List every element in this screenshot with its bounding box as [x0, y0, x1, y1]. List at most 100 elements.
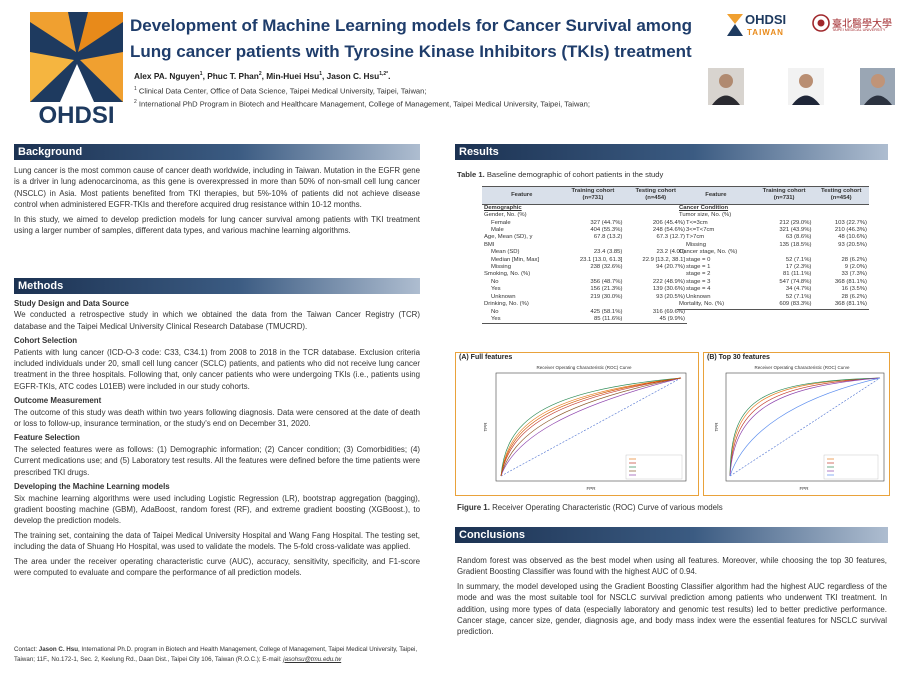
table-cell: Mortality, No. (%) — [677, 301, 755, 310]
header-line: Feature — [511, 191, 533, 198]
ohdsi-taiwan-logo: OHDSI TAIWAN — [727, 12, 797, 42]
table-cell: stage = 0 — [686, 256, 711, 263]
table-head: Feature Training cohort (n=731) Testing coh… — [677, 186, 869, 205]
subheading: Feature Selection — [14, 433, 80, 443]
table-cell: 52 (7.1%) — [785, 293, 812, 300]
table-row: 3<=T<7cm 321 (43.9%) 210 (46.3%) — [677, 227, 869, 234]
paragraph: In summary, the model developed using th… — [457, 581, 887, 637]
section-header: Background — [14, 144, 420, 160]
table-row: Cancer stage, No. (%) — [677, 249, 869, 256]
table-row: Missing 238 (32.6%) 94 (20.7%) — [482, 264, 687, 271]
table-cell: No — [491, 308, 499, 315]
table-row: Female 327 (44.7%) 206 (45.4%) — [482, 220, 687, 227]
header-line: Testing cohort — [820, 188, 862, 194]
table-caption: Table 1. Baseline demographic of cohort … — [457, 170, 663, 179]
caption-text: Receiver Operating Characteristic (ROC) … — [492, 503, 723, 512]
table-cell: 212 (29.0%) — [779, 219, 812, 226]
title-line: Lung cancer patients with Tyrosine Kinas… — [130, 42, 692, 61]
table-row: Unknown 52 (7.1%) 28 (6.2%) — [677, 294, 869, 301]
author-sup: 1,2* — [379, 71, 389, 78]
table-cell: 81 (11.1%) — [783, 271, 812, 278]
table-cell: 23.1 [13.0, 61.3] — [579, 256, 623, 263]
table-cell: 48 (10.6%) — [838, 234, 867, 241]
table-cell: 34 (4.7%) — [785, 286, 812, 293]
table-cell: 45 (9.9%) — [624, 315, 687, 325]
chance-line — [500, 377, 682, 477]
table-cell: Yes — [482, 315, 562, 325]
subheading: Outcome Measurement — [14, 396, 102, 406]
paragraph: Patients with lung cancer (ICD-O-3 code:… — [14, 347, 420, 391]
author-sup: 1 — [199, 71, 203, 78]
contact-name: Jason C. Hsu — [38, 646, 78, 653]
header-cell: Testing cohort (n=454) — [624, 186, 687, 205]
table-body: Demographic Gender, No. (%) Female 327 (44.… — [482, 204, 687, 325]
roc-curves — [729, 377, 881, 477]
affiliation-text: Clinical Data Center, Office of Data Sci… — [138, 86, 427, 96]
header-line: (n=731) — [582, 195, 604, 202]
table-cell: 17 (2.3%) — [785, 264, 812, 271]
caption-label: Figure 1. — [457, 503, 490, 512]
affiliation: 2 International PhD Program in Biotech a… — [134, 97, 590, 110]
figure-caption: Figure 1. Receiver Operating Characteris… — [457, 503, 723, 512]
table-cell: Demographic — [484, 204, 522, 211]
y-axis-label: TPR — [714, 422, 719, 432]
table-row: stage = 0 52 (7.1%) 28 (6.2%) — [677, 257, 869, 264]
logo-mark — [727, 14, 743, 36]
table-cell: 206 (45.4%) — [652, 219, 685, 226]
table-row: Unknown 219 (30.0%) 93 (20.5%) — [482, 294, 687, 301]
table-cell: BMI — [484, 241, 495, 248]
table-cell: 63 (8.6%) — [785, 234, 812, 241]
contact: Contact: Jason C. Hsu, International Ph.… — [14, 645, 424, 664]
table-row: stage = 3 547 (74.8%) 368 (81.1%) — [677, 279, 869, 286]
logo-text: 臺北醫學大學 — [832, 19, 892, 30]
table-cell: No — [491, 278, 499, 285]
table-cell: 368 (81.1%) — [834, 278, 867, 285]
paragraph: The area under the receiver operating ch… — [14, 556, 420, 577]
table-cell: 67.8 (13.2) — [593, 234, 623, 241]
table-cell: 368 (81.1%) — [813, 301, 869, 310]
logo-text: TAIWAN — [747, 28, 784, 37]
header-line: (n=731) — [773, 195, 795, 202]
table-cell: 23.4 (3.85) — [593, 249, 623, 256]
table-cell: 356 (48.7%) — [590, 278, 623, 285]
baseline-table: Feature Training cohort (n=731) Testing coh… — [677, 186, 869, 310]
table-cell: 28 (6.2%) — [841, 256, 867, 263]
header-row: Feature Training cohort (n=731) Testing coh… — [482, 186, 687, 205]
paragraph: The outcome of this study was death with… — [14, 407, 420, 429]
table-cell: 316 (69.6%) — [652, 308, 685, 315]
section-header: Results — [455, 144, 888, 160]
table-cell: 547 (74.8%) — [779, 278, 812, 285]
table-cell: 135 (18.5%) — [779, 241, 812, 248]
table-row: T>7cm 63 (8.6%) 48 (10.6%) — [677, 234, 869, 241]
background-text: Lung cancer is the most common cause of … — [14, 165, 420, 239]
table-cell: 609 (83.3%) — [754, 301, 814, 310]
header-line: (n=454) — [830, 195, 852, 202]
table-cell: Yes — [491, 286, 501, 293]
table-row: No 356 (48.7%) 222 (48.9%) — [482, 279, 687, 286]
ohdsi-logo: OHDSI — [30, 12, 123, 128]
plot-frame — [725, 372, 885, 482]
table-cell: 93 (20.5%) — [838, 241, 867, 248]
affiliation: 1 Clinical Data Center, Office of Data S… — [134, 84, 590, 97]
table-cell: 425 (58.1%) — [590, 308, 623, 315]
table-cell: 210 (46.3%) — [834, 227, 867, 234]
author-name: Alex PA. Nguyen — [134, 71, 200, 81]
header-line: Training cohort — [762, 188, 806, 194]
table-cell: Smoking, No. (%) — [484, 271, 531, 278]
plot-frame — [495, 372, 687, 482]
table-cell: T>7cm — [686, 234, 705, 241]
table-cell: 156 (21.3%) — [590, 286, 623, 293]
affiliation-sup: 2 — [134, 98, 137, 105]
table-row: Demographic — [482, 204, 687, 212]
y-axis-label: TPR — [483, 422, 488, 432]
legend-lines — [629, 458, 636, 476]
table-cell: 93 (20.5%) — [656, 293, 685, 300]
header-line: Training cohort — [571, 188, 615, 194]
x-axis-label: FPR — [800, 486, 810, 491]
header-line: Testing cohort — [635, 188, 676, 194]
table-row: Drinking, No. (%) — [482, 301, 687, 308]
table-cell: 3<=T<7cm — [686, 227, 715, 234]
table-cell: Female — [491, 219, 511, 226]
contact-text: , International Ph.D. program in Biotech… — [14, 646, 418, 663]
